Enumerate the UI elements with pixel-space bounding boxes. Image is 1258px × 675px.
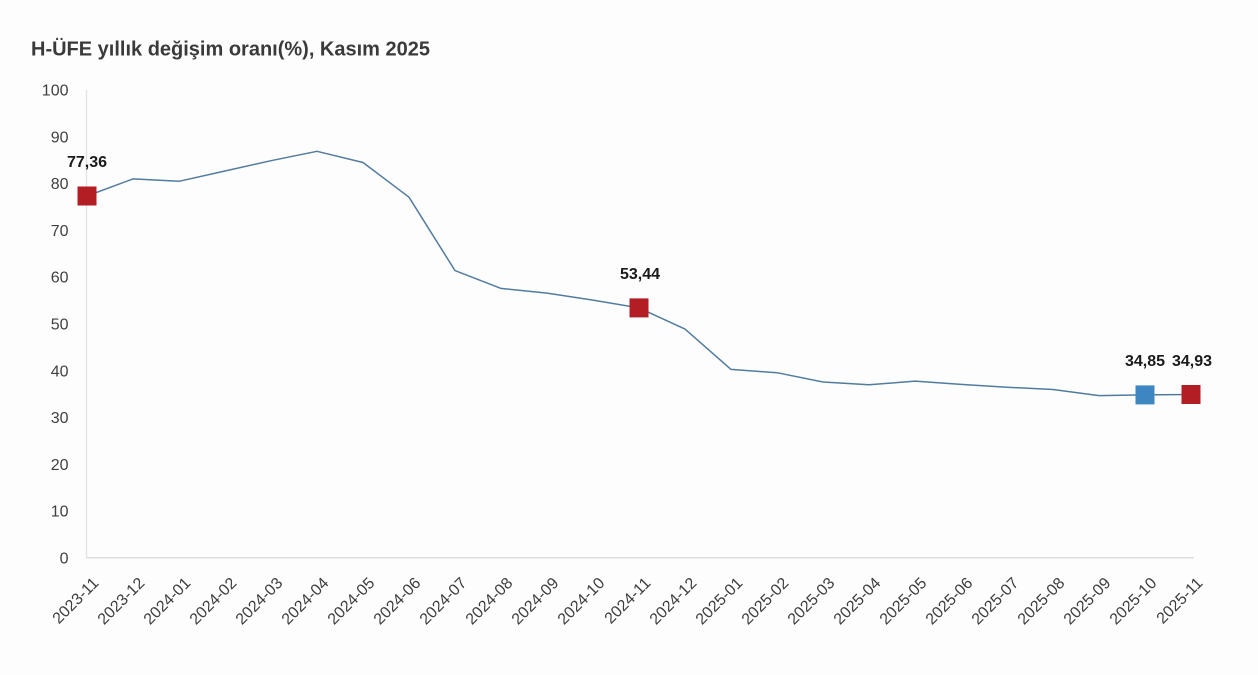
svg-text:34,85: 34,85 [1125,353,1165,370]
svg-text:80: 80 [51,176,69,193]
svg-text:34,93: 34,93 [1172,353,1212,370]
svg-text:77,36: 77,36 [67,154,107,171]
svg-text:60: 60 [51,270,69,287]
svg-text:53,44: 53,44 [620,266,660,283]
svg-text:40: 40 [51,363,69,380]
svg-text:H-ÜFE yıllık değişim oranı(%),: H-ÜFE yıllık değişim oranı(%), Kasım 202… [31,38,430,61]
svg-text:30: 30 [51,410,69,427]
svg-text:90: 90 [51,129,69,146]
svg-text:70: 70 [51,223,69,240]
svg-text:10: 10 [51,504,69,521]
svg-text:50: 50 [51,317,69,334]
svg-text:20: 20 [51,457,69,474]
svg-text:0: 0 [60,551,69,568]
svg-text:100: 100 [42,83,69,100]
